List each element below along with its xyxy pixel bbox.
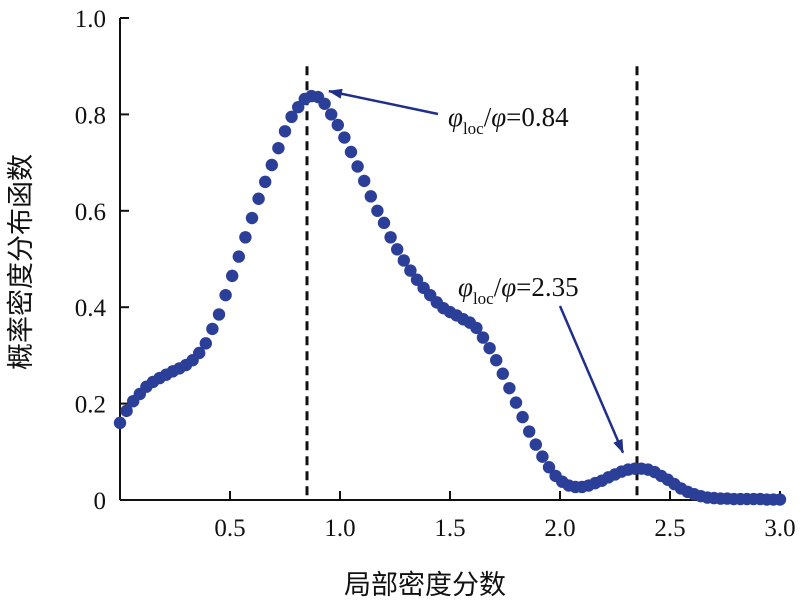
data-point (364, 190, 377, 203)
y-tick-label: 1.0 (75, 6, 106, 33)
x-tick-label: 1.0 (324, 515, 355, 542)
data-point (338, 131, 351, 144)
data-point (245, 211, 259, 225)
data-point (278, 125, 292, 138)
data-point (252, 192, 265, 205)
y-tick-label: 0.4 (75, 295, 107, 322)
y-axis-title: 概率密度分布函数 (6, 154, 37, 370)
annotation-arrow (328, 88, 439, 116)
data-point (219, 288, 232, 302)
x-tick-label: 0.5 (214, 515, 245, 542)
data-point (516, 410, 529, 424)
annotation: φloc/φ=2.35 (458, 272, 625, 454)
data-point (476, 331, 490, 344)
data-point (483, 341, 496, 355)
data-point (490, 354, 503, 367)
data-point (523, 425, 536, 438)
data-point (344, 145, 358, 159)
data-point (226, 269, 239, 283)
data-point (384, 231, 397, 244)
data-point (325, 108, 338, 121)
data-point (397, 254, 410, 267)
x-tick-label: 2.0 (544, 515, 575, 542)
x-axis-title: 局部密度分数 (344, 570, 506, 601)
data-point (239, 231, 252, 244)
data-point (193, 346, 206, 360)
data-point (404, 264, 417, 277)
data-point (199, 337, 212, 350)
data-point (265, 158, 278, 172)
data-point (331, 118, 344, 132)
data-point (773, 493, 787, 506)
data-point (358, 174, 371, 188)
y-tick-label: 0 (94, 488, 107, 515)
y-tick-label: 0.6 (75, 199, 106, 226)
data-point (536, 450, 549, 463)
data-point (120, 404, 133, 418)
data-points (113, 89, 787, 506)
annotation-arrow (558, 305, 625, 454)
annotation-label: φloc/φ=2.35 (458, 272, 579, 308)
data-point (113, 416, 127, 430)
data-point (272, 141, 285, 155)
data-point (212, 308, 226, 321)
data-point (509, 396, 523, 409)
data-point (371, 204, 384, 217)
axes: 0.5 1.0 1.5 2.0 2.5 3.0 0 0.2 0.4 0.6 0.8 1.0 (75, 6, 796, 542)
data-point (542, 461, 556, 474)
data-point (351, 160, 364, 173)
data-point (503, 381, 516, 395)
data-point (206, 322, 219, 336)
data-point (259, 175, 272, 189)
data-point (470, 321, 483, 335)
data-point (529, 438, 542, 451)
data-point (285, 110, 298, 124)
data-point (496, 367, 509, 380)
x-tick-label: 1.5 (434, 515, 465, 542)
data-point (391, 243, 404, 256)
annotation: φloc/φ=0.84 (328, 88, 569, 138)
data-point (377, 216, 391, 230)
annotation-label: φloc/φ=0.84 (448, 102, 569, 138)
y-tick-label: 0.8 (75, 102, 106, 129)
x-tick-label: 2.5 (654, 515, 685, 542)
reference-lines (305, 66, 639, 500)
y-tick-label: 0.2 (75, 392, 106, 419)
x-tick-label: 3.0 (764, 515, 795, 542)
data-point (232, 250, 245, 263)
annotations: φloc/φ=0.84 φloc/φ=2.35 (328, 88, 625, 454)
data-point (318, 97, 331, 110)
